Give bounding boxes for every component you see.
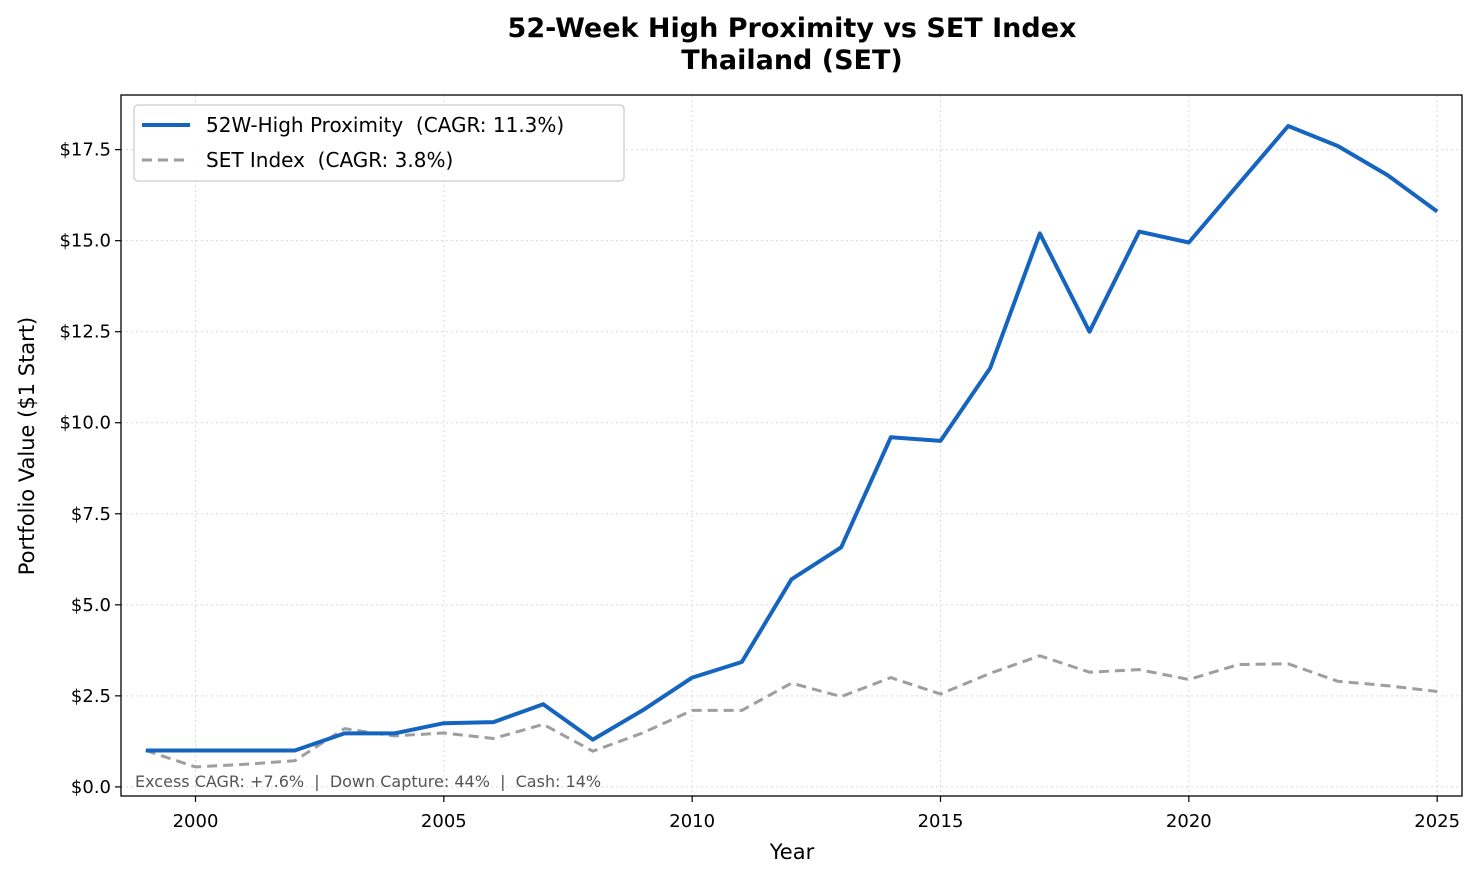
legend-box: [133, 104, 625, 182]
y-tick-label: $10.0: [59, 413, 111, 434]
x-tick-label: 2000: [173, 811, 219, 832]
x-tick-label: 2025: [1414, 811, 1460, 832]
chart-title: 52-Week High Proximity vs SET Index: [508, 13, 1077, 44]
gridlines: [121, 95, 1462, 796]
y-tick-label: $15.0: [59, 231, 111, 252]
y-tick-label: $5.0: [71, 595, 111, 616]
chart-subtitle: Thailand (SET): [681, 45, 903, 76]
stats-annotation: Excess CAGR: +7.6% | Down Capture: 44% |…: [135, 772, 601, 791]
x-tick-label: 2005: [421, 811, 467, 832]
plot-frame: [120, 94, 1463, 797]
legend-label-strategy: 52W-High Proximity (CAGR: 11.3%): [206, 113, 564, 137]
y-tick-label: $12.5: [59, 322, 111, 343]
legend: 52W-High Proximity (CAGR: 11.3%) SET Ind…: [133, 104, 625, 182]
x-tick-label: 2015: [918, 811, 964, 832]
y-tick-label: $7.5: [71, 504, 111, 525]
y-tick-label: $2.5: [71, 686, 111, 707]
x-tick-label: 2020: [1166, 811, 1212, 832]
y-tick-label: $0.0: [71, 777, 111, 798]
series-lines: [145, 124, 1439, 769]
x-tick-label: 2010: [669, 811, 715, 832]
y-tick-label: $17.5: [59, 140, 111, 161]
y-axis-label: Portfolio Value ($1 Start): [15, 317, 39, 576]
x-axis-label: Year: [769, 840, 815, 864]
series-line-strategy: [145, 124, 1439, 753]
y-axis: $0.0 $2.5 $5.0 $7.5 $10.0 $12.5 $15.0 $17.5: [59, 140, 121, 798]
x-axis: 2000 2005 2010 2015 2020 2025: [173, 796, 1460, 832]
legend-label-index: SET Index (CAGR: 3.8%): [206, 148, 453, 172]
series-line-index: [145, 654, 1438, 769]
